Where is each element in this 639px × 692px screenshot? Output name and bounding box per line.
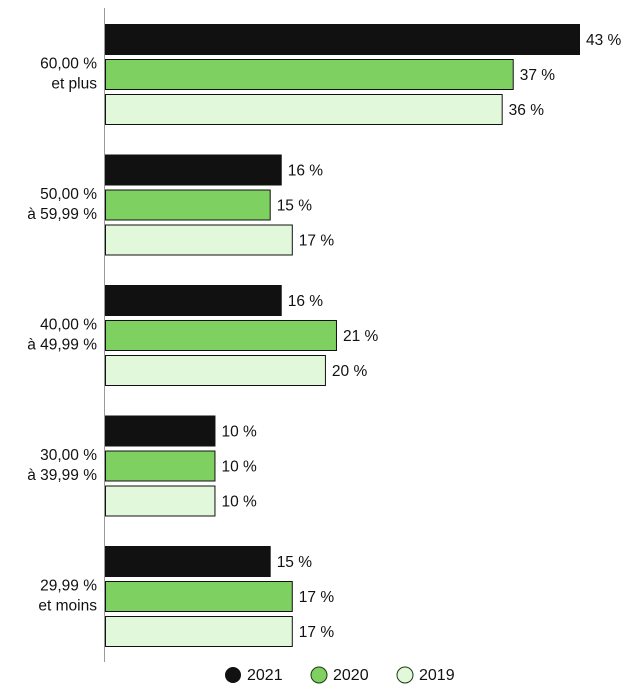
legend-marker-2020 [310, 666, 328, 684]
bar-2021 [105, 415, 216, 447]
bar-2020 [105, 320, 337, 351]
value-label: 21 % [343, 328, 379, 345]
bar-2019 [105, 224, 293, 256]
bar-2020 [105, 189, 271, 221]
bars-layer [105, 24, 580, 647]
bar-2019 [105, 355, 326, 386]
value-label: 17 % [299, 233, 335, 250]
bar-2019 [105, 485, 216, 517]
category-label-line: à 39,99 % [27, 467, 97, 484]
value-label: 16 % [288, 163, 324, 180]
category-label-line: et moins [38, 598, 97, 615]
bar-2021 [105, 154, 282, 186]
value-label: 20 % [332, 363, 368, 380]
bar-2020 [105, 59, 514, 90]
legend: 2021 2020 2019 [225, 666, 455, 684]
bar-2019 [105, 616, 293, 647]
bar-2020 [105, 581, 293, 612]
legend-marker-2019 [396, 666, 414, 684]
category-label-line: 60,00 % [40, 56, 97, 73]
bar-2021 [105, 285, 282, 316]
bar-2019 [105, 94, 503, 125]
bar-2021 [105, 24, 580, 55]
category-label: 40,00 % à 49,99 % [27, 317, 97, 354]
category-label-line: et plus [51, 76, 97, 93]
legend-marker-2021 [225, 667, 241, 683]
value-label: 16 % [288, 293, 324, 310]
legend-label-2020: 2020 [333, 667, 369, 684]
legend-label-2019: 2019 [419, 667, 455, 684]
category-label: 29,99 % et moins [38, 578, 97, 615]
category-label-line: à 59,99 % [27, 206, 97, 223]
category-label-line: à 49,99 % [27, 337, 97, 354]
value-label: 36 % [509, 102, 545, 119]
value-label: 43 % [586, 32, 622, 49]
bar-2021 [105, 546, 271, 577]
value-label: 10 % [221, 424, 257, 441]
value-label: 10 % [221, 459, 257, 476]
category-label-line: 30,00 % [40, 447, 97, 464]
value-label: 10 % [221, 494, 257, 511]
labels-layer: 60,00 % et plus 43 % 37 % 36 % 50,00 % à 59,99… [27, 32, 621, 641]
value-label: 17 % [299, 589, 335, 606]
category-label-line: 29,99 % [40, 578, 97, 595]
legend-label-2021: 2021 [247, 667, 283, 684]
category-label-line: 50,00 % [40, 186, 97, 203]
category-label: 50,00 % à 59,99 % [27, 186, 97, 223]
category-label: 30,00 % à 39,99 % [27, 447, 97, 484]
category-label: 60,00 % et plus [40, 56, 97, 93]
category-label-line: 40,00 % [40, 317, 97, 334]
value-label: 17 % [299, 624, 335, 641]
value-label: 37 % [520, 67, 556, 84]
value-label: 15 % [277, 554, 313, 571]
bar-2020 [105, 450, 216, 482]
value-label: 15 % [277, 198, 313, 215]
